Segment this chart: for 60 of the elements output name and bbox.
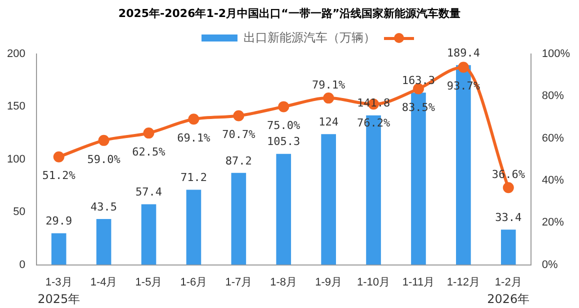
data-label: 62.5% (132, 145, 166, 158)
x-tick-label: 1-2月 (494, 276, 522, 288)
bar (141, 204, 156, 265)
data-label: 51.2% (42, 169, 76, 182)
x-tick-label: 1-3月 (45, 276, 72, 288)
data-label: 87.2 (225, 154, 252, 168)
data-label: 75.0% (267, 119, 301, 132)
x-tick-label: 1-9月 (315, 276, 342, 288)
point (278, 101, 290, 112)
data-label: 29.9 (46, 214, 72, 228)
data-label: 189.4 (446, 46, 480, 60)
point (458, 62, 469, 73)
point (53, 151, 64, 162)
text: 2025年 (38, 292, 80, 306)
point (502, 182, 514, 194)
chart-title: 2025年-2026年1-2月中国出口“一带一路”沿线国家新能源汽车数量 (117, 6, 462, 21)
x-tick-label: 1-10月 (357, 276, 390, 288)
y2-tick-label: 40% (542, 174, 564, 187)
legend-label: 出口新能源汽车（万辆） (244, 30, 376, 44)
data-label: 57.4 (135, 186, 162, 199)
x-tick-label: 1-4月 (90, 276, 118, 288)
y-tick-label: 0 (19, 258, 26, 271)
bar (500, 230, 516, 265)
data-label: 79.1% (312, 78, 346, 92)
y-tick-label: 100 (6, 153, 26, 166)
x-tick-label: 1-7月 (225, 276, 252, 288)
bar (321, 134, 336, 265)
data-label: 43.5 (90, 200, 118, 214)
bar (231, 172, 246, 265)
y2-tick-label: 0% (542, 258, 558, 271)
x-tick-label: 1-5月 (135, 276, 162, 288)
y2-tick-label: 100% (542, 48, 570, 60)
y-tick-label: 50 (13, 206, 26, 218)
data-label: 33.4 (495, 210, 522, 224)
bar (276, 154, 292, 265)
point (188, 114, 200, 125)
x-tick-label: 1-11月 (402, 276, 435, 288)
x-tick-label: 1-8月 (270, 276, 298, 288)
data-label: 70.7% (222, 128, 256, 142)
text: 2026年 (487, 292, 530, 306)
point (143, 128, 154, 139)
data-label: 69.1% (177, 131, 211, 144)
y2-tick-label: 20% (542, 216, 564, 229)
bar (51, 233, 66, 265)
data-label: 71.2 (180, 171, 207, 184)
y-tick-label: 150 (6, 100, 26, 113)
point (98, 134, 110, 146)
bar (96, 218, 112, 265)
y2-tick-label: 80% (542, 90, 564, 102)
y-tick-label: 200 (6, 48, 26, 60)
point (323, 92, 334, 104)
x-tick-label: 1-12月 (446, 276, 480, 288)
data-label: 124 (318, 115, 339, 128)
x-tick-label: 1-6月 (180, 276, 208, 288)
bar (186, 190, 202, 265)
point (233, 110, 244, 122)
data-label: 105.3 (267, 135, 300, 148)
data-label: 93.7% (446, 80, 480, 93)
data-label: 59.0% (87, 152, 121, 166)
y2-tick-label: 60% (542, 132, 564, 144)
